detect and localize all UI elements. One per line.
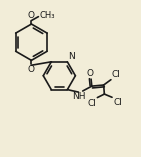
- Text: Cl: Cl: [113, 98, 122, 107]
- Text: Cl: Cl: [111, 70, 120, 79]
- Text: N: N: [68, 52, 75, 61]
- Text: CH₃: CH₃: [39, 11, 55, 20]
- Text: O: O: [28, 11, 35, 20]
- Text: NH: NH: [72, 92, 86, 101]
- Text: Cl: Cl: [87, 99, 96, 108]
- Text: O: O: [28, 65, 35, 73]
- Text: O: O: [87, 69, 94, 78]
